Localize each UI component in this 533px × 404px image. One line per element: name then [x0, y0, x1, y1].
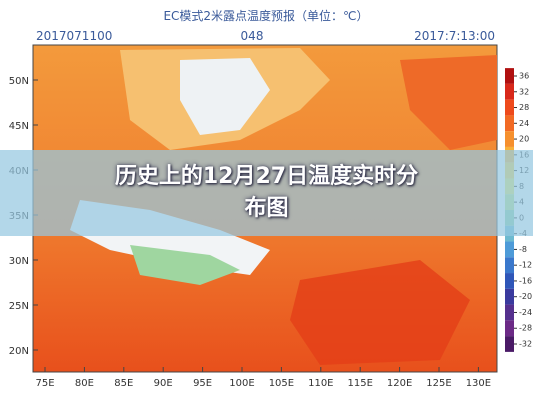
colorbar-label: 32 [519, 87, 529, 96]
colorbar-swatch [505, 257, 514, 274]
map-title: EC模式2米露点温度预报（单位：℃） [163, 8, 368, 23]
colorbar-swatch [505, 68, 514, 84]
colorbar-swatch [505, 288, 514, 305]
lon-label: 130E [466, 378, 491, 389]
lon-label: 90E [154, 378, 173, 389]
lon-label: 125E [426, 378, 451, 389]
lat-label: 25N [9, 301, 29, 312]
valid-time: 2017:7:13:00 [414, 29, 495, 43]
lat-label: 30N [9, 256, 29, 267]
colorbar-label: -12 [519, 261, 532, 270]
colorbar-label: 36 [519, 72, 529, 81]
lat-label: 45N [9, 121, 29, 132]
lon-label: 80E [75, 378, 94, 389]
colorbar-label: -8 [519, 245, 527, 254]
colorbar-swatch [505, 304, 514, 321]
colorbar-swatch [505, 83, 514, 100]
lon-label: 105E [269, 378, 294, 389]
colorbar-swatch [505, 131, 514, 147]
init-time: 2017071100 [36, 29, 112, 43]
lon-label: 115E [347, 378, 372, 389]
lat-label: 20N [9, 346, 29, 357]
region [400, 55, 497, 150]
colorbar-label: -28 [519, 324, 532, 333]
colorbar-label: 20 [519, 135, 529, 144]
region [180, 58, 270, 135]
lon-label: 85E [114, 378, 133, 389]
lon-label: 110E [308, 378, 333, 389]
lon-label: 95E [193, 378, 212, 389]
colorbar-swatch [505, 99, 514, 116]
colorbar-label: 28 [519, 103, 529, 112]
colorbar-label: 24 [519, 119, 529, 128]
lon-label: 120E [387, 378, 412, 389]
colorbar-label: -32 [519, 340, 532, 349]
colorbar-swatch [505, 273, 514, 289]
lon-label: 100E [229, 378, 254, 389]
region [290, 260, 470, 365]
region [130, 245, 240, 285]
colorbar-swatch [505, 336, 514, 352]
colorbar-label: -20 [519, 292, 532, 301]
colorbar-swatch [505, 241, 514, 258]
overlay-title: 历史上的12月27日温度实时分布图 [114, 164, 419, 221]
colorbar-swatch [505, 115, 514, 132]
colorbar-label: -16 [519, 276, 532, 285]
lat-label: 50N [9, 76, 29, 87]
colorbar-swatch [505, 320, 514, 337]
colorbar-label: -24 [519, 308, 532, 317]
forecast-step: 048 [241, 29, 264, 43]
overlay-banner: 历史上的12月27日温度实时分布图 [0, 150, 533, 236]
lon-label: 75E [35, 378, 54, 389]
